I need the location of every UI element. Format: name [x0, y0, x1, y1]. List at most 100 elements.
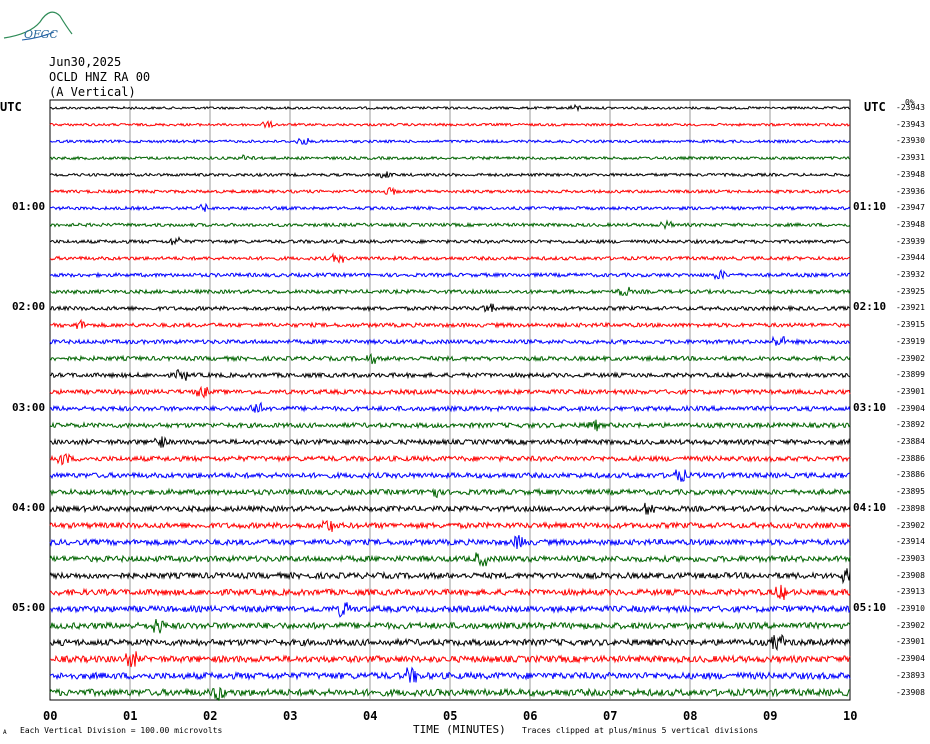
left-utc-label: UTC	[0, 100, 22, 114]
trace-offset-label: -23893	[896, 670, 925, 680]
trace-line	[49, 202, 851, 212]
trace-offset-label: -23947	[896, 203, 925, 213]
trace-line	[49, 103, 851, 113]
trace-offset-label: -23902	[896, 520, 925, 530]
trace-line	[49, 651, 851, 668]
trace-offset-label: -23948	[896, 219, 925, 229]
trace-line	[49, 236, 850, 246]
trace-offset-label: -23902	[896, 620, 925, 630]
date-label: Jun30,2025	[49, 55, 122, 69]
trace-line	[49, 568, 851, 585]
trace-line	[49, 120, 851, 129]
right-time-label: 01:10	[853, 200, 887, 214]
logo-text: OFGC	[24, 28, 58, 41]
trace-line	[49, 633, 851, 652]
trace-line	[49, 487, 851, 499]
corner-small-label: 0%	[905, 98, 915, 107]
trace-line	[49, 171, 851, 179]
corner-mark: A	[3, 729, 7, 736]
trace-line	[49, 368, 851, 381]
trace-offset-label: -23932	[896, 270, 925, 279]
trace-offset-label: -23943	[896, 119, 925, 129]
trace-line	[49, 268, 851, 281]
clip-note: Traces clipped at plus/minus 5 vertical …	[522, 726, 759, 735]
trace-line	[49, 619, 851, 634]
trace-line	[49, 303, 851, 313]
trace-offset-label: -23892	[896, 420, 925, 430]
trace-offset-label: -23904	[896, 654, 925, 664]
right-time-label: 02:10	[853, 300, 887, 314]
trace-line	[49, 535, 851, 550]
trace-line	[49, 666, 851, 683]
x-tick-label: 09	[763, 709, 778, 723]
component-label: (A Vertical)	[49, 85, 136, 99]
trace-offset-label: -23898	[896, 503, 925, 513]
station-label: OCLD HNZ RA 00	[49, 70, 151, 84]
trace-offset-label: -23886	[896, 453, 925, 463]
trace-line	[49, 584, 851, 600]
x-tick-label: 07	[603, 709, 618, 723]
trace-offset-label: -23904	[896, 403, 925, 413]
trace-offset-label: -23919	[896, 336, 925, 346]
trace-offset-label: -23948	[896, 169, 925, 179]
x-tick-label: 01	[123, 709, 138, 723]
logo-mountain-icon	[3, 11, 73, 41]
division-note: Each Vertical Division = 100.00 microvol…	[20, 726, 223, 735]
trace-line	[49, 602, 851, 618]
trace-line	[49, 436, 851, 448]
trace-line	[49, 219, 851, 231]
trace-offset-label: -23901	[896, 637, 925, 647]
trace-offset-label: -23913	[896, 587, 925, 597]
trace-line	[49, 469, 851, 482]
right-time-label: 03:10	[853, 400, 887, 414]
trace-line	[50, 286, 851, 296]
trace-line	[49, 401, 851, 413]
x-tick-label: 08	[683, 709, 698, 723]
trace-offset-label: -23936	[896, 186, 925, 196]
trace-offset-label: -23908	[896, 687, 925, 697]
left-time-label: 03:00	[12, 400, 46, 414]
trace-offset-label: -23895	[896, 487, 925, 497]
trace-offset-label: -23902	[896, 353, 925, 363]
trace-offset-label: -23921	[896, 303, 925, 313]
trace-offset-label: -23903	[896, 553, 925, 563]
trace-offset-label: -23884	[896, 437, 925, 446]
x-tick-label: 03	[283, 709, 298, 723]
x-tick-label: 02	[203, 709, 218, 723]
right-time-label: 05:10	[853, 601, 887, 614]
trace-offset-label: -23915	[896, 320, 925, 330]
trace-line	[49, 252, 851, 264]
trace-line	[49, 519, 851, 532]
trace-line	[49, 335, 851, 346]
x-tick-label: 00	[43, 709, 58, 723]
trace-offset-label: -23901	[896, 386, 925, 396]
trace-line	[49, 686, 850, 701]
trace-line	[49, 137, 851, 145]
trace-offset-label: -23925	[896, 286, 925, 296]
trace-offset-label: -23931	[896, 153, 925, 163]
left-time-label: 04:00	[12, 500, 46, 514]
right-time-label: 04:10	[853, 500, 887, 514]
trace-line	[49, 502, 851, 515]
trace-line	[49, 318, 851, 330]
trace-offset-label: -23914	[896, 537, 925, 547]
trace-line	[49, 154, 851, 161]
logo: OFGC	[0, 4, 75, 44]
right-utc-label: UTC	[864, 100, 886, 114]
x-tick-label: 04	[363, 709, 378, 723]
trace-offset-label: -23886	[896, 470, 925, 480]
trace-line	[49, 453, 851, 466]
left-time-label: 05:00	[12, 601, 46, 614]
x-axis-title: TIME (MINUTES)	[413, 723, 506, 736]
x-tick-label: 10	[843, 709, 858, 723]
trace-line	[49, 385, 851, 399]
trace-offset-label: -23939	[896, 236, 925, 246]
trace-offset-label: -23943	[896, 103, 925, 112]
x-tick-label: 06	[523, 709, 538, 723]
trace-offset-label: -23944	[896, 253, 925, 263]
x-tick-label: 05	[443, 709, 458, 723]
trace-line	[49, 552, 851, 567]
trace-line	[49, 186, 851, 195]
trace-line	[49, 419, 851, 432]
